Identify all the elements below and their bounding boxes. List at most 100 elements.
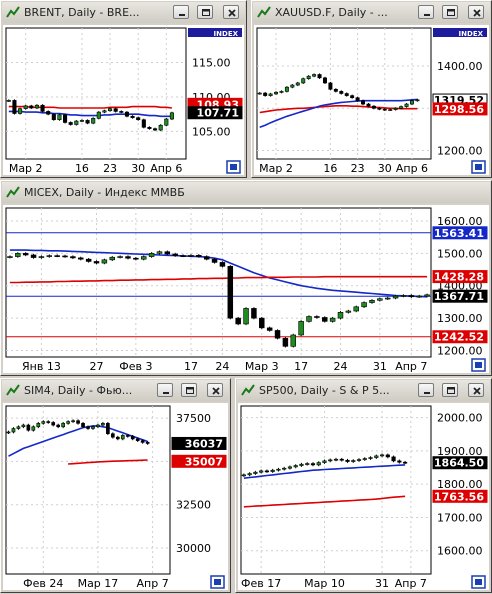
candle-body (109, 256, 115, 261)
x-tick-label: 27 (90, 360, 104, 373)
candle-body (415, 99, 420, 102)
y-tick-label: 115.00 (192, 56, 231, 69)
candle-body (85, 120, 90, 124)
chart-app-icon (241, 384, 255, 396)
window-brent[interactable]: BRENT, Daily - BRE... 115.00 110.00 105.00… (0, 0, 247, 178)
candle-body (40, 104, 45, 112)
candle-body (397, 460, 402, 463)
candle-body (54, 255, 60, 257)
minimize-button[interactable] (173, 5, 189, 19)
close-button[interactable] (468, 5, 484, 19)
titlebar[interactable]: BRENT, Daily - BRE... (2, 2, 245, 23)
window-title: XAUUSD.F, Daily - ... (275, 6, 388, 19)
plot-frame (5, 405, 171, 575)
candle-body (353, 306, 359, 312)
close-button[interactable] (468, 383, 484, 397)
price-tag-box (432, 102, 488, 116)
x-tick-label: Мар 17 (78, 577, 119, 590)
candle-body (377, 298, 383, 301)
candle-body (102, 110, 107, 113)
minimize-button[interactable] (418, 383, 434, 397)
titlebar[interactable]: MICEX, Daily - Индекс ММВБ (2, 182, 490, 203)
window-xauusd[interactable]: XAUUSD.F, Daily - ... 1400.001300.001200… (251, 0, 492, 178)
candle-body (322, 460, 327, 463)
y-tick-label: 32500 (176, 499, 211, 512)
candle-body (241, 474, 246, 477)
window-sp500[interactable]: SP500, Daily - S & P 5... 2000.00 1900.00… (235, 378, 492, 593)
x-tick-label: Апр 7 (395, 360, 427, 373)
candle-body (93, 261, 100, 264)
chart-corner-button[interactable] (471, 358, 486, 372)
chart-corner-button[interactable] (471, 575, 486, 589)
candle-body (243, 308, 249, 325)
minimize-button[interactable] (418, 5, 434, 19)
titlebar[interactable]: XAUUSD.F, Daily - ... (253, 2, 490, 23)
candle-body (51, 422, 56, 426)
candle-body (130, 436, 135, 440)
chart-svg[interactable]: 2000.00 1900.00 1800.00 1700.00 1600.00 Фев 1… (238, 403, 489, 590)
chart-corner-button[interactable] (226, 160, 241, 174)
candle-body (124, 111, 129, 117)
candle-body (172, 253, 178, 256)
candle-body (299, 463, 304, 466)
candle-body (108, 108, 113, 112)
candle-body (141, 119, 146, 128)
candle-body (259, 470, 264, 473)
candle-body (333, 458, 339, 461)
x-tick-label: 16 (323, 162, 337, 175)
scale-label: INDEX (214, 30, 239, 38)
candle-body (135, 438, 140, 441)
price-tag-label: 35007 (185, 455, 223, 468)
titlebar[interactable]: SIM4, Daily - Фью... (2, 380, 229, 401)
moving-average-line (8, 110, 172, 118)
close-button[interactable] (223, 5, 239, 19)
window-sim4[interactable]: SIM4, Daily - Фью... 3750035000325003000… (0, 378, 231, 593)
price-tag-label: 1298.56 (434, 103, 484, 116)
candle-body (377, 107, 382, 110)
candle-body (333, 88, 338, 92)
close-button[interactable] (207, 383, 223, 397)
candle-body (409, 100, 414, 105)
candle-body (23, 105, 28, 109)
maximize-button[interactable] (197, 5, 213, 19)
minimize-button[interactable] (157, 383, 173, 397)
candle-body (270, 469, 275, 472)
candle-body (188, 254, 194, 257)
candle-body (70, 256, 76, 259)
candle-body (113, 108, 118, 112)
window-micex[interactable]: MICEX, Daily - Индекс ММВБ 1600.00 1500.0… (0, 180, 492, 376)
chart-brent[interactable]: 115.00 110.00 105.00 Мар 2 16 23 30 Апр 6 INDEX 1… (3, 25, 244, 175)
price-tag-label: 1563.41 (434, 227, 484, 240)
maximize-button[interactable] (442, 383, 458, 397)
plot-frame (240, 405, 432, 575)
candle-body (400, 295, 407, 297)
maximize-button[interactable] (181, 383, 197, 397)
price-tag-box (171, 436, 227, 450)
candle-body (148, 253, 155, 257)
price-tag-box (432, 289, 488, 303)
candle-body (290, 84, 295, 88)
candle-body (279, 91, 284, 93)
chart-sp500[interactable]: 2000.00 1900.00 1800.00 1700.00 1600.00 Фев 1… (238, 403, 489, 590)
chart-micex[interactable]: 1600.00 1500.00 1400.00 1300.00 1200.00 Янв 1… (3, 205, 489, 373)
chart-corner-button[interactable] (210, 575, 225, 589)
candle-body (30, 254, 37, 258)
maximize-button[interactable] (442, 5, 458, 19)
candle-body (251, 308, 257, 319)
chart-corner-button-fill (214, 579, 221, 585)
candle-body (140, 440, 145, 443)
candle-body (351, 460, 356, 462)
x-tick-label: 23 (103, 162, 117, 175)
moving-average-line (243, 495, 406, 508)
price-tag-box (187, 106, 243, 120)
price-tag-label: 107.71 (197, 107, 239, 120)
candle-body (393, 107, 398, 110)
chart-corner-button[interactable] (471, 160, 486, 174)
titlebar[interactable]: SP500, Daily - S & P 5... (237, 380, 490, 401)
